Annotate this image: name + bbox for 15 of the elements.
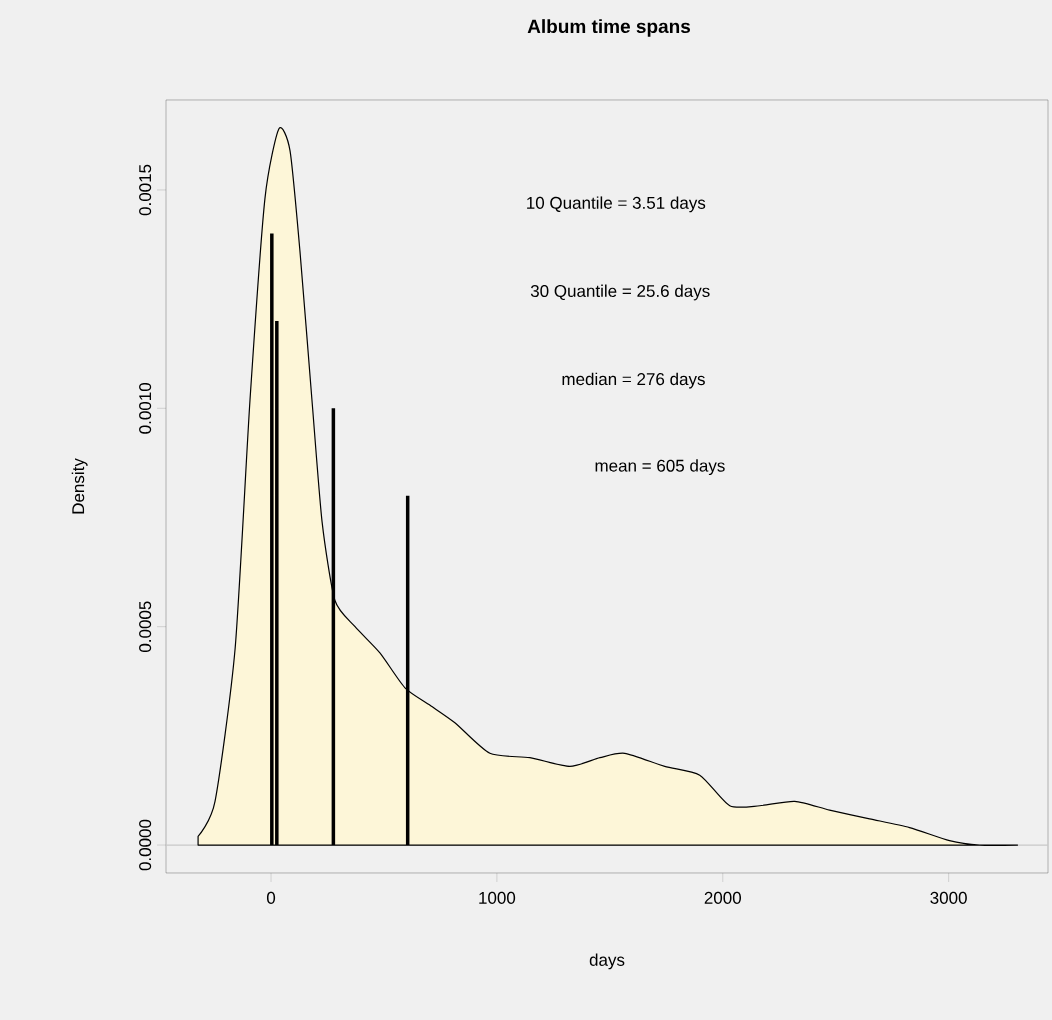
annotation: 30 Quantile = 25.6 days: [530, 284, 710, 301]
y-tick-label: 0.0005: [139, 601, 152, 652]
annotation: 10 Quantile = 3.51 days: [527, 196, 706, 213]
annotation: mean = 605 days: [595, 459, 725, 476]
chart-title: Album time spans: [527, 19, 691, 37]
y-tick-label: 0.0010: [139, 382, 152, 434]
y-tick-label: 0.0000: [139, 819, 152, 871]
y-axis-title: Density: [71, 458, 88, 514]
x-tick-label: 3000: [930, 891, 967, 904]
annotation: median = 276 days: [562, 372, 705, 389]
x-tick-label: 1000: [479, 891, 516, 904]
y-tick-label: 0.0015: [139, 164, 152, 216]
x-tick-label: 0: [266, 891, 276, 904]
x-tick-label: 2000: [704, 891, 742, 904]
x-axis-title: days: [589, 953, 625, 970]
